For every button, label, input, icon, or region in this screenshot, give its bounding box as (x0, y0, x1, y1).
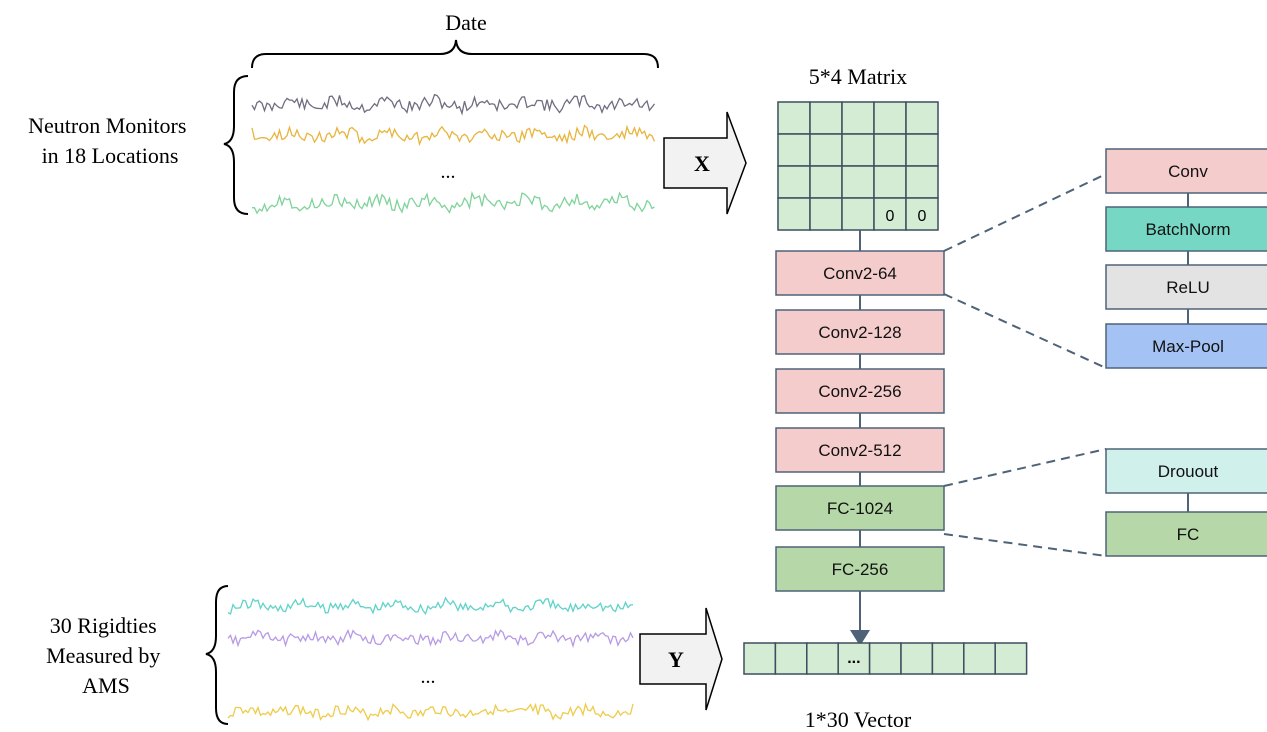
conv-detail-label: BatchNorm (1145, 220, 1230, 239)
matrix-cell (873, 101, 907, 135)
conv-zoom-line-bottom (943, 293, 1107, 369)
matrix-cell (809, 101, 843, 135)
y-arrow (639, 607, 723, 711)
vector-cell (743, 642, 777, 675)
fc-detail-label: Drouout (1158, 462, 1219, 481)
conv-detail-label: Max-Pool (1152, 337, 1224, 356)
input-series-line-2 (251, 124, 656, 147)
matrix-cell (905, 165, 939, 199)
layer-box (775, 427, 945, 473)
vector-cell (900, 642, 934, 675)
output-side-label: 30 Rigidties Measured by AMS (46, 613, 166, 698)
conv-detail-box (1105, 148, 1267, 194)
vector-cell (994, 642, 1028, 675)
x-arrow-label: X (694, 151, 710, 176)
layer-box (775, 368, 945, 414)
conv-block-detail: Conv BatchNorm ReLU Max-Pool (1105, 148, 1267, 369)
matrix-cell-value: 0 (886, 208, 895, 225)
vector-cell (963, 642, 996, 675)
matrix-cell (841, 133, 875, 167)
input-side-label-line-2: in 18 Locations (42, 143, 179, 168)
layer-label: Conv2-64 (823, 264, 897, 283)
fc-block-detail: Drouout FC (1105, 448, 1267, 557)
matrix-cell (777, 165, 811, 199)
output-ellipsis: ... (421, 666, 436, 688)
output-brace (205, 585, 229, 725)
matrix-cell (841, 197, 875, 231)
layer-connectors (850, 230, 870, 646)
output-series-line-3 (227, 702, 634, 722)
output-side-label-line-3: AMS (82, 673, 130, 698)
matrix-cell (841, 165, 875, 199)
input-side-label: Neutron Monitors in 18 Locations (28, 113, 192, 168)
matrix-cell (809, 165, 843, 199)
fc-zoom-line-top (943, 448, 1107, 487)
fc-zoom-line-bottom (943, 533, 1107, 557)
layer-box (775, 546, 945, 592)
conv-detail-box (1105, 264, 1267, 310)
matrix-cell (873, 165, 907, 199)
matrix-cell (809, 197, 843, 231)
vector-cell (868, 642, 902, 675)
matrix-cell (777, 133, 811, 167)
layer-box (775, 485, 945, 531)
matrix-cell (777, 197, 811, 231)
output-side-label-line-2: Measured by (46, 643, 160, 668)
output-side-label-line-1: 30 Rigidties (50, 613, 157, 638)
conv-detail-box (1105, 206, 1267, 252)
layer-box (775, 250, 945, 296)
input-side-label-line-1: Neutron Monitors (28, 113, 186, 138)
matrix-cell-value: 0 (918, 208, 927, 225)
output-vector: ... (743, 642, 1028, 675)
x-arrow (663, 111, 747, 215)
matrix-cell (905, 133, 939, 167)
vector-cell (774, 642, 808, 675)
matrix-cell (905, 197, 939, 231)
matrix-cell (905, 101, 939, 135)
fc-detail-label: FC (1177, 525, 1200, 544)
layer-label: FC-256 (832, 560, 889, 579)
matrix-cell (841, 101, 875, 135)
date-brace (251, 39, 659, 69)
fc-detail-box (1105, 511, 1267, 557)
matrix-cell (873, 197, 907, 231)
conv-detail-box (1105, 323, 1267, 369)
matrix-cell (777, 101, 811, 135)
matrix-cell (809, 133, 843, 167)
layer-label: FC-1024 (827, 499, 893, 518)
output-series-line-1 (227, 596, 634, 616)
conv-zoom-line-top (943, 173, 1107, 252)
conv-detail-label: ReLU (1166, 278, 1209, 297)
vector-cell (806, 642, 839, 675)
layer-label: Conv2-256 (818, 382, 901, 401)
y-arrow-label: Y (668, 647, 684, 672)
matrix-cell (873, 133, 907, 167)
vector-title: 1*30 Vector (805, 707, 912, 732)
output-arrowhead (850, 630, 870, 646)
input-ellipsis: ... (441, 161, 456, 183)
layer-label: Conv2-128 (818, 323, 901, 342)
conv-detail-label: Conv (1168, 162, 1208, 181)
layer-box (775, 309, 945, 355)
matrix-title: 5*4 Matrix (809, 64, 907, 89)
input-brace (223, 75, 249, 215)
layer-label: Conv2-512 (818, 441, 901, 460)
output-series-line-2 (227, 628, 634, 649)
input-series-line-1 (251, 93, 656, 116)
input-series-line-3 (251, 191, 655, 215)
vector-cell (837, 642, 871, 675)
vector-cell-value: ... (847, 650, 860, 667)
vector-cell (931, 642, 965, 675)
date-label: Date (445, 10, 487, 35)
network-layers: Conv2-64 Conv2-128 Conv2-256 Conv2-512 FC-10… (775, 250, 945, 592)
